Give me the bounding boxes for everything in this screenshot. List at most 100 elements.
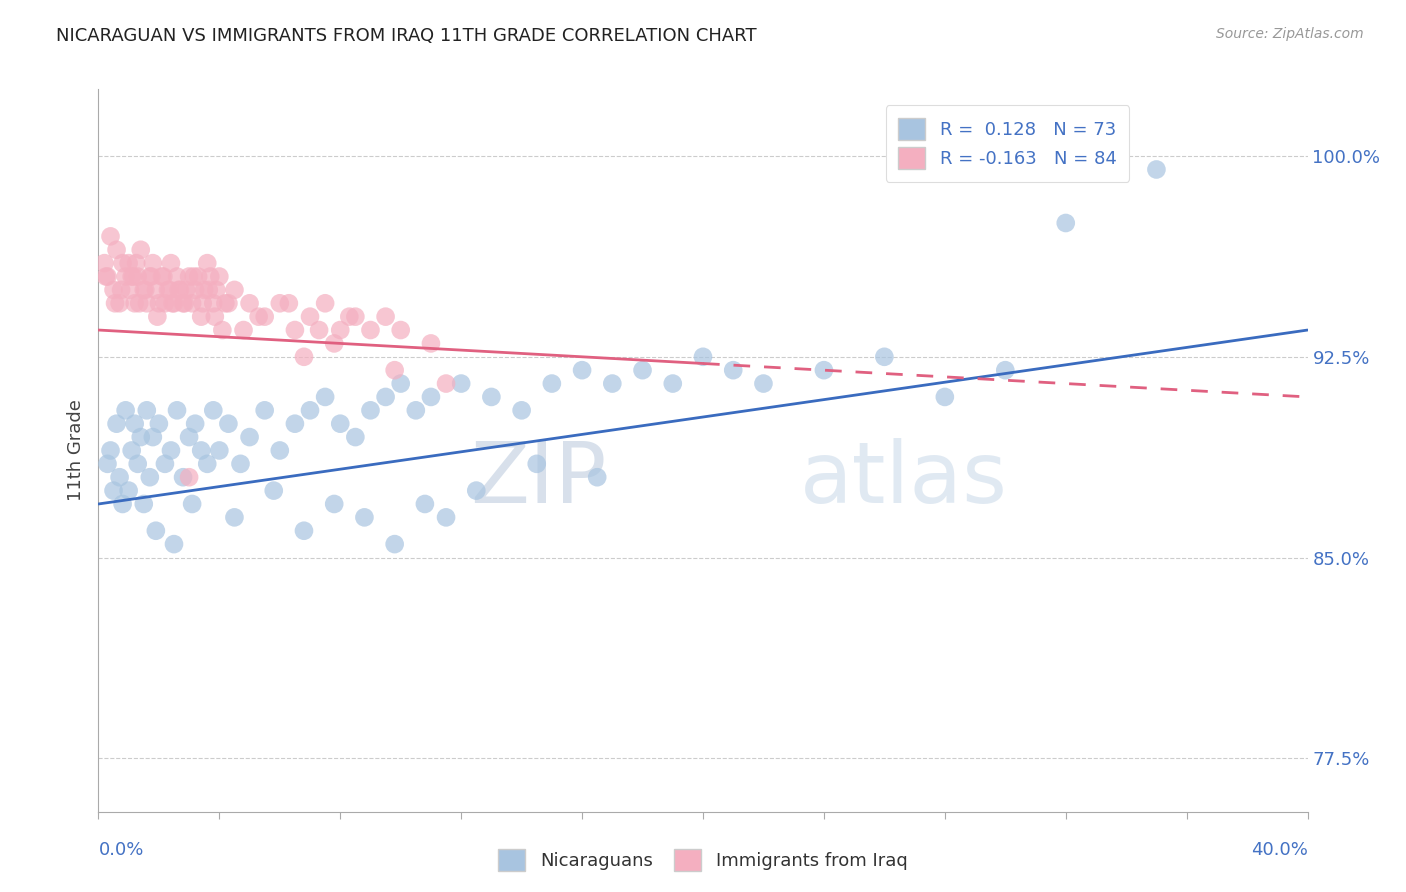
Point: [277, 296, 299, 310]
Point: [122, 269, 145, 284]
Point: [204, 310, 226, 324]
Point: [232, 323, 254, 337]
Point: [135, 296, 157, 310]
Point: [253, 310, 276, 324]
Point: [292, 524, 315, 538]
Point: [150, 269, 173, 284]
Text: NICARAGUAN VS IMMIGRANTS FROM IRAQ 11TH GRADE CORRELATION CHART: NICARAGUAN VS IMMIGRANTS FROM IRAQ 11TH …: [56, 27, 756, 45]
Point: [571, 363, 593, 377]
Point: [108, 296, 131, 310]
Point: [105, 243, 128, 257]
Point: [202, 403, 225, 417]
Point: [1054, 216, 1077, 230]
Point: [314, 390, 336, 404]
Point: [540, 376, 562, 391]
Point: [299, 403, 322, 417]
Point: [111, 256, 134, 270]
Point: [602, 376, 624, 391]
Point: [202, 296, 225, 310]
Point: [661, 376, 683, 391]
Text: 0.0%: 0.0%: [98, 840, 143, 859]
Point: [128, 296, 150, 310]
Point: [360, 323, 382, 337]
Point: [1146, 162, 1168, 177]
Point: [120, 283, 142, 297]
Point: [153, 296, 176, 310]
Point: [114, 403, 136, 417]
Point: [526, 457, 548, 471]
Point: [104, 296, 127, 310]
Point: [329, 323, 352, 337]
Point: [167, 283, 190, 297]
Point: [134, 283, 156, 297]
Point: [127, 269, 149, 284]
Point: [132, 283, 155, 297]
Point: [169, 283, 191, 297]
Point: [692, 350, 714, 364]
Point: [174, 283, 197, 297]
Point: [323, 336, 346, 351]
Point: [142, 256, 165, 270]
Point: [121, 269, 143, 284]
Point: [173, 296, 195, 310]
Point: [160, 256, 183, 270]
Point: [141, 269, 163, 284]
Point: [183, 269, 205, 284]
Point: [148, 296, 170, 310]
Point: [121, 443, 143, 458]
Text: atlas: atlas: [800, 438, 1008, 521]
Point: [193, 283, 215, 297]
Point: [129, 430, 152, 444]
Point: [100, 443, 122, 458]
Point: [108, 470, 131, 484]
Point: [389, 323, 412, 337]
Point: [465, 483, 488, 498]
Point: [292, 350, 315, 364]
Point: [96, 457, 118, 471]
Point: [153, 457, 176, 471]
Point: [723, 363, 745, 377]
Point: [118, 256, 141, 270]
Point: [239, 296, 262, 310]
Point: [129, 243, 152, 257]
Point: [124, 417, 146, 431]
Point: [181, 497, 204, 511]
Point: [284, 417, 307, 431]
Point: [166, 269, 188, 284]
Point: [190, 443, 212, 458]
Point: [337, 310, 360, 324]
Point: [344, 430, 367, 444]
Point: [181, 296, 204, 310]
Point: [145, 283, 167, 297]
Point: [208, 443, 231, 458]
Legend: R =  0.128   N = 73, R = -0.163   N = 84: R = 0.128 N = 73, R = -0.163 N = 84: [886, 105, 1129, 182]
Point: [163, 537, 186, 551]
Point: [314, 296, 336, 310]
Point: [103, 483, 125, 498]
Point: [934, 390, 956, 404]
Point: [873, 350, 896, 364]
Point: [197, 283, 219, 297]
Point: [217, 296, 239, 310]
Point: [184, 417, 207, 431]
Point: [184, 283, 207, 297]
Point: [217, 417, 239, 431]
Legend: Nicaraguans, Immigrants from Iraq: Nicaraguans, Immigrants from Iraq: [491, 842, 915, 879]
Point: [269, 443, 291, 458]
Point: [142, 430, 165, 444]
Text: ZIP: ZIP: [470, 438, 606, 521]
Point: [481, 390, 503, 404]
Point: [269, 296, 291, 310]
Point: [187, 269, 209, 284]
Point: [211, 323, 233, 337]
Point: [148, 417, 170, 431]
Point: [111, 497, 134, 511]
Point: [510, 403, 533, 417]
Point: [239, 430, 262, 444]
Point: [103, 283, 125, 297]
Point: [384, 537, 406, 551]
Point: [124, 296, 146, 310]
Point: [105, 417, 128, 431]
Point: [132, 497, 155, 511]
Point: [94, 269, 117, 284]
